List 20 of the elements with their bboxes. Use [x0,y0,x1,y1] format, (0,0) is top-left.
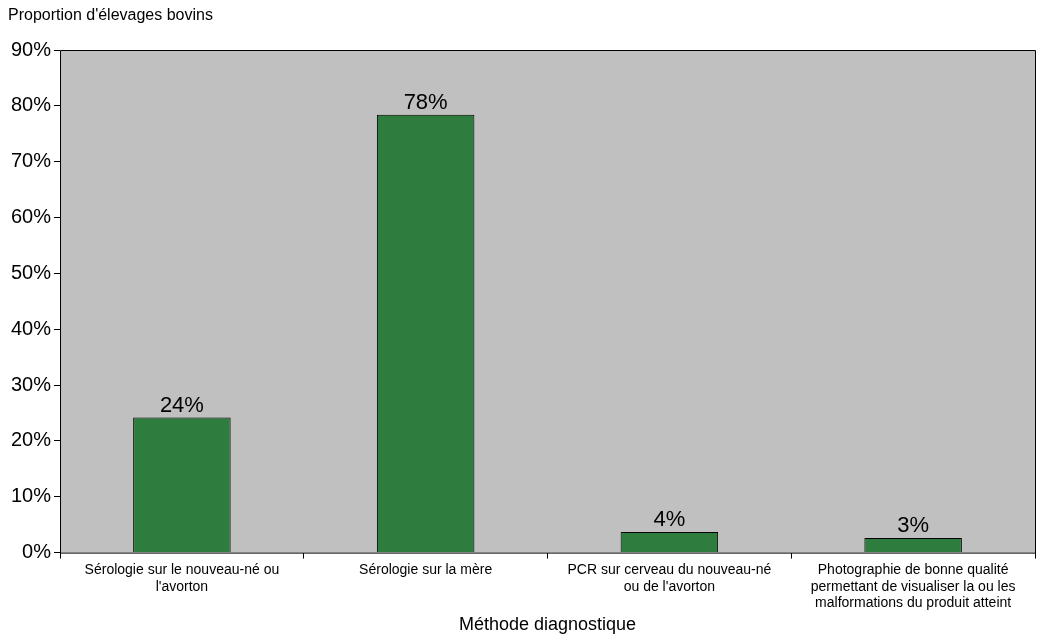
y-tick-label: 30% [11,372,52,395]
y-tick-label: 90% [11,37,52,60]
data-label: 4% [653,506,686,531]
y-tick-label: 60% [11,205,52,228]
y-tick-label: 20% [11,428,52,451]
y-tick-label: 10% [11,484,52,507]
data-label: 78% [403,88,448,114]
x-axis-title: Méthode diagnostique [458,614,637,634]
x-tick-label: PCR sur cerveau du nouveau-né ou de l'avorton [567,560,772,594]
y-tick-label: 80% [11,93,52,116]
y-tick-label: 70% [11,149,52,172]
y-tick-label: 50% [11,260,52,283]
x-tick-label: Sérologie sur le nouveau-né ou l'avorton [84,560,280,594]
y-tick-label: 0% [22,540,52,563]
data-label: 3% [897,512,930,538]
x-tick-label: Photographie de bonne qualité permettant de visualiser la ou les malformations du produit atteint [810,560,1016,611]
y-tick-label: 40% [11,316,52,339]
data-label: 24% [159,391,204,417]
y-axis-title: Proportion d'élevages bovins [8,6,213,24]
x-tick-label: Sérologie sur la mère [359,560,493,577]
